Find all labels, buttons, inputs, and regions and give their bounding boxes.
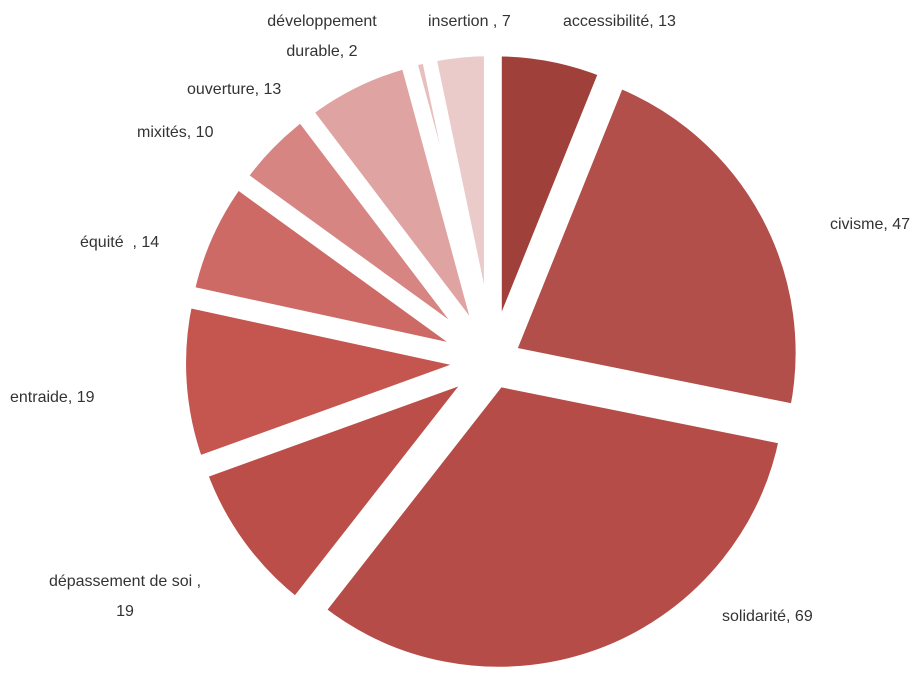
slice-label: durable, 2 xyxy=(286,43,357,60)
slice-label: accessibilité, 13 xyxy=(563,13,676,30)
slice-label: développement xyxy=(267,13,377,30)
slice-label: dépassement de soi , xyxy=(49,573,201,590)
pie-slice xyxy=(501,73,808,418)
pie-slice xyxy=(232,106,483,353)
slice-label: ouverture, 13 xyxy=(187,81,281,98)
pie-slice xyxy=(193,361,494,613)
pie-slice xyxy=(181,174,478,360)
pie-slice xyxy=(174,294,494,471)
slice-label: solidarité, 69 xyxy=(722,608,813,625)
slice-label: civisme, 47 xyxy=(830,216,910,233)
slice-label: entraide, 19 xyxy=(10,389,95,406)
pie-slice xyxy=(310,374,793,679)
slice-label: mixités, 10 xyxy=(137,124,214,141)
slice-label: 19 xyxy=(116,603,134,620)
slice-label: équité , 14 xyxy=(80,234,159,251)
pie-slice xyxy=(422,44,496,344)
slice-label: insertion , 7 xyxy=(428,13,511,30)
